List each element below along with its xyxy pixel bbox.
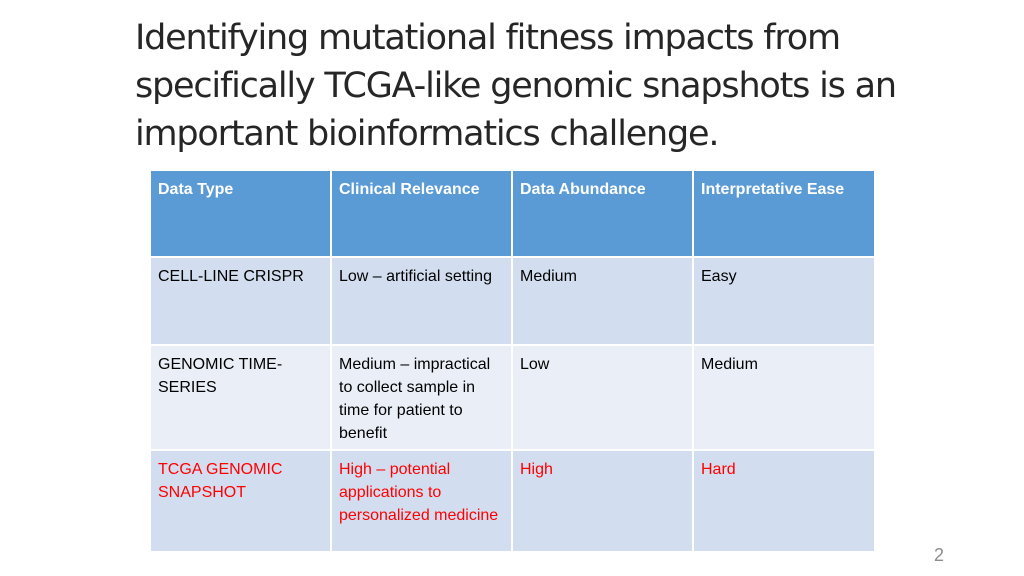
cell-data-abundance: Low (511, 344, 694, 451)
cell-interpretative-ease: Medium (692, 344, 876, 451)
header-data-abundance: Data Abundance (511, 169, 694, 258)
header-interpretative-ease: Interpretative Ease (692, 169, 876, 258)
cell-clinical-relevance: High – potential applications to persona… (330, 449, 513, 553)
header-clinical-relevance: Clinical Relevance (330, 169, 513, 258)
table-row: CELL-LINE CRISPR Low – artificial settin… (149, 256, 876, 346)
comparison-table: Data Type Clinical Relevance Data Abunda… (149, 169, 876, 553)
table-row: GENOMIC TIME-SERIES Medium – impractical… (149, 344, 876, 451)
table-header-row: Data Type Clinical Relevance Data Abunda… (149, 169, 876, 258)
cell-data-abundance: Medium (511, 256, 694, 346)
cell-interpretative-ease: Hard (692, 449, 876, 553)
cell-clinical-relevance: Medium – impractical to collect sample i… (330, 344, 513, 451)
slide-title: Identifying mutational fitness impacts f… (135, 18, 897, 154)
cell-data-type: CELL-LINE CRISPR (149, 256, 332, 346)
table-row-highlighted: TCGA GENOMIC SNAPSHOT High – potential a… (149, 449, 876, 553)
cell-clinical-relevance: Low – artificial setting (330, 256, 513, 346)
header-data-type: Data Type (149, 169, 332, 258)
cell-data-type: GENOMIC TIME-SERIES (149, 344, 332, 451)
slide-page-number: 2 (933, 545, 944, 565)
cell-data-type: TCGA GENOMIC SNAPSHOT (149, 449, 332, 553)
cell-data-abundance: High (511, 449, 694, 553)
cell-interpretative-ease: Easy (692, 256, 876, 346)
